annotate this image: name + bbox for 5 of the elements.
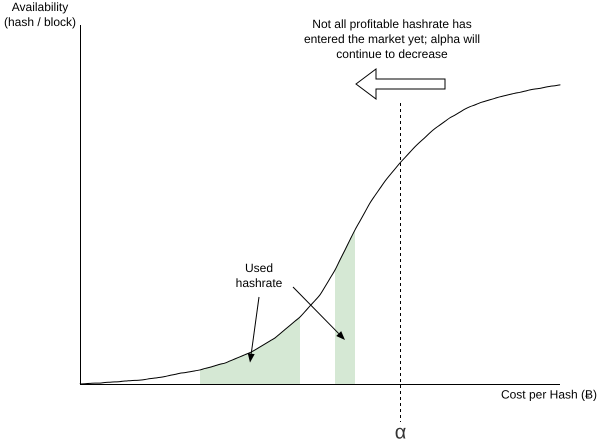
text: Used hashrate (234, 261, 284, 291)
y-axis-title: Availability (hash / block) (2, 0, 78, 30)
x-axis-title: Cost per Hash (Ƀ) (500, 387, 597, 402)
text: α (394, 422, 406, 444)
text: Not all profitable hashrate has entered the market yet; alpha will continue to decrease (302, 17, 482, 62)
